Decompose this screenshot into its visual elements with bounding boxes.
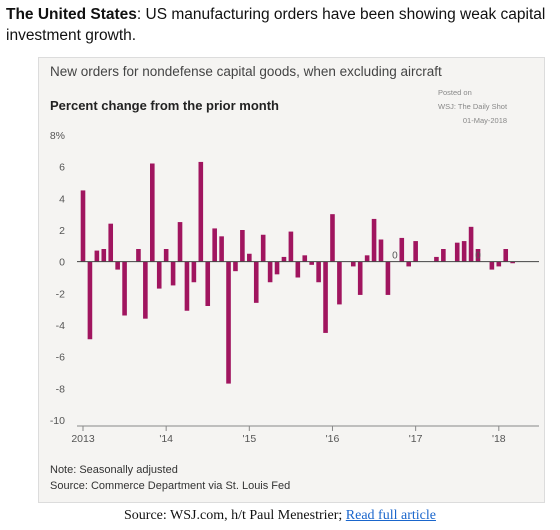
bar	[94, 250, 100, 262]
source-text: Source: WSJ.com, h/t Paul Menestrier;	[124, 508, 346, 523]
bar	[150, 163, 155, 262]
bar	[454, 242, 460, 262]
bar	[496, 261, 502, 267]
y-tick-label: -10	[50, 415, 65, 427]
bar-value-label: 0	[475, 251, 481, 262]
bar	[274, 261, 280, 275]
bar	[205, 261, 211, 306]
x-tick-label: '17	[409, 433, 423, 445]
bar	[177, 222, 183, 262]
bar	[378, 239, 384, 262]
chart-notes: Note: Seasonally adjusted Source: Commer…	[50, 462, 290, 494]
bar	[371, 218, 377, 262]
bar	[288, 231, 294, 262]
bar	[136, 249, 141, 262]
bar	[80, 190, 86, 262]
x-tick-label: '15	[242, 433, 256, 445]
read-full-article-link[interactable]: Read full article	[345, 508, 436, 523]
source-line: Source: WSJ.com, h/t Paul Menestrier; Re…	[0, 508, 560, 524]
bar	[489, 261, 495, 270]
bar	[309, 261, 314, 265]
y-tick-label: 0	[59, 257, 65, 269]
bar	[350, 261, 356, 267]
bar	[122, 261, 127, 316]
intro-bold: The United States	[6, 6, 137, 23]
bar	[191, 261, 197, 283]
y-tick-label: 8%	[50, 130, 65, 142]
bar	[253, 261, 259, 303]
bar	[115, 261, 120, 270]
intro-text: The United States: US manufacturing orde…	[6, 4, 546, 46]
bar	[441, 249, 446, 262]
bar	[434, 256, 439, 262]
x-tick-label: '18	[492, 433, 506, 445]
bar	[302, 255, 308, 262]
bar	[503, 249, 509, 262]
x-tick-label: '14	[159, 433, 173, 445]
bar	[198, 161, 204, 262]
y-tick-label: -4	[56, 320, 65, 332]
note-source: Source: Commerce Department via St. Loui…	[50, 480, 291, 492]
bar	[385, 261, 391, 295]
y-tick-label: -2	[56, 288, 65, 300]
bar	[295, 261, 301, 278]
bar	[468, 226, 474, 262]
bar	[247, 253, 252, 262]
y-tick-label: -6	[56, 352, 65, 364]
y-tick-label: -8	[56, 383, 65, 395]
bar	[461, 241, 467, 262]
bar	[233, 261, 238, 272]
chart-title: New orders for nondefense capital goods,…	[50, 64, 442, 79]
y-tick-label: 6	[59, 162, 65, 174]
bar	[281, 256, 287, 262]
bar	[323, 261, 328, 333]
bar	[316, 261, 321, 283]
bar	[413, 241, 418, 262]
posted-line-1: Posted on	[438, 88, 472, 97]
bar	[399, 237, 405, 262]
bar	[357, 261, 363, 295]
bar	[163, 249, 169, 262]
chart-card: New orders for nondefense capital goods,…	[38, 57, 545, 503]
bar	[475, 249, 481, 262]
posted-stamp: Posted on WSJ: The Daily Shot 01-May-201…	[438, 86, 507, 128]
bar	[219, 236, 224, 262]
bar	[337, 261, 342, 305]
x-tick-label: 2013	[71, 433, 95, 445]
bar	[364, 255, 370, 262]
x-tick-label: '16	[326, 433, 340, 445]
posted-line-3: 01-May-2018	[462, 116, 508, 125]
bar-value-label: 0	[392, 251, 398, 262]
bar	[267, 261, 273, 283]
bar-chart: 8% 6 4 2 0 -2 -4 -6 -8 -10 0 0 2013 '14 '15 '16 '17 '18	[50, 130, 539, 445]
bar	[108, 223, 114, 262]
bar	[143, 261, 148, 319]
bar	[87, 261, 93, 340]
bar	[240, 230, 245, 262]
bar	[330, 214, 335, 262]
bar	[156, 261, 162, 289]
bar	[406, 261, 412, 267]
intro-rest: : US manufacturing orders have been show…	[6, 6, 546, 44]
bar	[184, 261, 190, 311]
y-tick-label: 4	[59, 193, 65, 205]
bar	[101, 249, 107, 262]
posted-line-2: WSJ: The Daily Shot	[438, 102, 508, 111]
bar	[226, 261, 231, 384]
bar	[510, 261, 515, 264]
y-tick-label: 2	[59, 225, 65, 237]
note-seasonal: Note: Seasonally adjusted	[50, 464, 178, 476]
bar	[260, 234, 266, 262]
bar	[212, 228, 217, 262]
bar	[170, 261, 176, 286]
chart-subtitle: Percent change from the prior month	[50, 98, 279, 113]
